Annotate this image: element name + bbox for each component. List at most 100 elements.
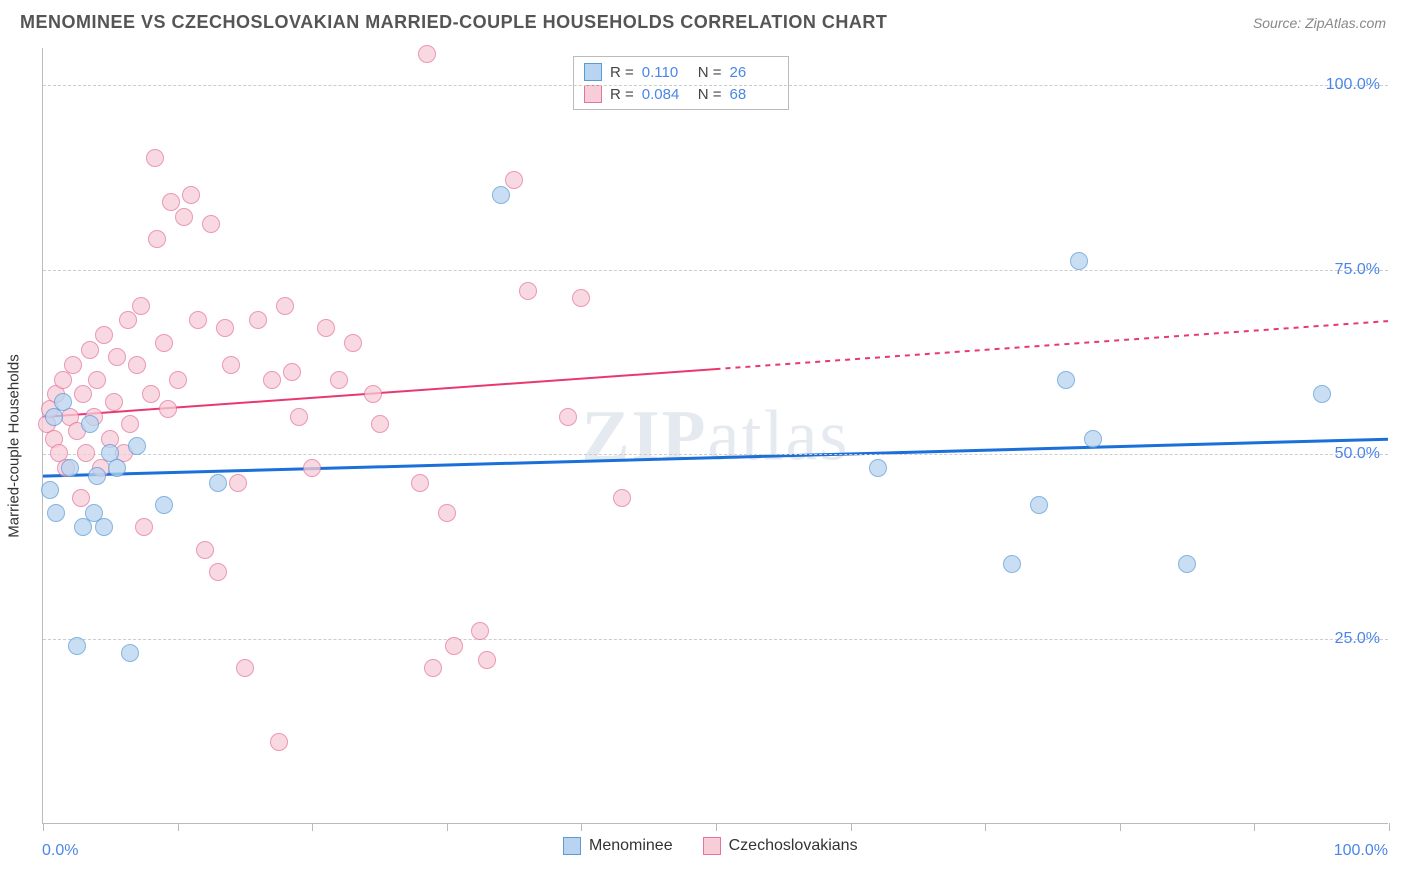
scatter-point [317, 319, 335, 337]
scatter-point [1313, 385, 1331, 403]
scatter-point [492, 186, 510, 204]
scatter-point [1003, 555, 1021, 573]
scatter-point [135, 518, 153, 536]
scatter-point [1084, 430, 1102, 448]
series-legend: Menominee Czechoslovakians [563, 837, 858, 855]
scatter-point [169, 371, 187, 389]
y-axis-title: Married-couple Households [6, 354, 23, 537]
scatter-point [81, 415, 99, 433]
scatter-point [77, 444, 95, 462]
scatter-point [202, 215, 220, 233]
scatter-point [445, 637, 463, 655]
x-tick [581, 823, 582, 831]
scatter-point [61, 459, 79, 477]
trend-lines [43, 48, 1388, 823]
scatter-point [613, 489, 631, 507]
scatter-point [303, 459, 321, 477]
scatter-point [108, 348, 126, 366]
legend-swatch-icon [563, 837, 581, 855]
scatter-point [1070, 252, 1088, 270]
gridline [43, 270, 1388, 271]
watermark: ZIPatlas [582, 394, 850, 477]
scatter-point [95, 326, 113, 344]
scatter-point [572, 289, 590, 307]
scatter-point [148, 230, 166, 248]
gridline [43, 85, 1388, 86]
scatter-point [270, 733, 288, 751]
scatter-point [283, 363, 301, 381]
stats-r-label: R = [610, 86, 634, 103]
scatter-point [276, 297, 294, 315]
stats-n-value: 68 [730, 86, 778, 103]
scatter-point [47, 504, 65, 522]
scatter-point [72, 489, 90, 507]
scatter-point [418, 45, 436, 63]
scatter-point [119, 311, 137, 329]
scatter-point [209, 474, 227, 492]
scatter-point [1057, 371, 1075, 389]
legend-series-name: Czechoslovakians [729, 837, 858, 855]
scatter-point [1178, 555, 1196, 573]
legend-swatch-icon [584, 63, 602, 81]
scatter-point [162, 193, 180, 211]
x-tick [447, 823, 448, 831]
scatter-point [128, 437, 146, 455]
gridline [43, 639, 1388, 640]
stats-n-value: 26 [730, 64, 778, 81]
scatter-point [159, 400, 177, 418]
stats-row: R = 0.110 N = 26 [584, 61, 778, 83]
scatter-point [95, 518, 113, 536]
x-tick [178, 823, 179, 831]
gridline [43, 454, 1388, 455]
legend-swatch-icon [703, 837, 721, 855]
x-tick [1120, 823, 1121, 831]
scatter-point [81, 341, 99, 359]
y-tick-label: 50.0% [1335, 445, 1380, 463]
scatter-point [424, 659, 442, 677]
scatter-point [438, 504, 456, 522]
legend-series-name: Menominee [589, 837, 673, 855]
chart-source: Source: ZipAtlas.com [1253, 15, 1386, 31]
stats-r-label: R = [610, 64, 634, 81]
scatter-point [196, 541, 214, 559]
stats-legend-box: R =0.110N =26R =0.084N =68 [573, 56, 789, 110]
scatter-point [182, 186, 200, 204]
x-tick [43, 823, 44, 831]
scatter-point [155, 496, 173, 514]
scatter-point [229, 474, 247, 492]
scatter-point [88, 371, 106, 389]
chart-plot-area: ZIPatlas R =0.110N =26R =0.084N =68 Meno… [42, 48, 1388, 824]
scatter-point [290, 408, 308, 426]
scatter-point [68, 637, 86, 655]
scatter-point [330, 371, 348, 389]
scatter-point [869, 459, 887, 477]
scatter-point [411, 474, 429, 492]
x-tick [851, 823, 852, 831]
stats-r-value: 0.110 [642, 64, 690, 81]
stats-r-value: 0.084 [642, 86, 690, 103]
scatter-point [249, 311, 267, 329]
chart-title: MENOMINEE VS CZECHOSLOVAKIAN MARRIED-COU… [20, 12, 887, 33]
scatter-point [559, 408, 577, 426]
legend-swatch-icon [584, 85, 602, 103]
scatter-point [146, 149, 164, 167]
y-tick-label: 75.0% [1335, 261, 1380, 279]
scatter-point [236, 659, 254, 677]
stats-n-label: N = [698, 64, 722, 81]
scatter-point [478, 651, 496, 669]
scatter-point [121, 415, 139, 433]
scatter-point [216, 319, 234, 337]
scatter-point [128, 356, 146, 374]
scatter-point [189, 311, 207, 329]
scatter-point [74, 518, 92, 536]
scatter-point [175, 208, 193, 226]
scatter-point [155, 334, 173, 352]
x-tick [985, 823, 986, 831]
scatter-point [519, 282, 537, 300]
scatter-point [54, 393, 72, 411]
scatter-point [344, 334, 362, 352]
scatter-point [74, 385, 92, 403]
scatter-point [505, 171, 523, 189]
scatter-point [105, 393, 123, 411]
scatter-point [121, 644, 139, 662]
